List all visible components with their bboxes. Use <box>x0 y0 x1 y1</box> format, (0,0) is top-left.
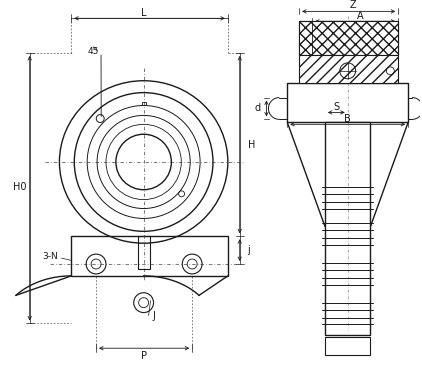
Ellipse shape <box>60 81 228 243</box>
Text: 45: 45 <box>87 46 99 56</box>
Text: P: P <box>141 351 146 361</box>
Bar <box>71 236 228 276</box>
Text: A₁: A₁ <box>343 341 353 351</box>
Text: Z: Z <box>349 0 356 10</box>
Text: B: B <box>344 114 351 124</box>
Bar <box>142 102 146 105</box>
Text: A: A <box>357 12 363 22</box>
Bar <box>294 16 422 360</box>
Bar <box>325 337 371 355</box>
Bar <box>287 83 408 122</box>
Text: H: H <box>248 140 255 150</box>
Text: 3-N: 3-N <box>43 252 58 260</box>
Bar <box>299 21 398 55</box>
Bar <box>138 236 149 269</box>
Bar <box>299 21 398 55</box>
Bar <box>299 21 312 55</box>
Text: J: J <box>152 311 155 321</box>
Text: A₂: A₂ <box>303 21 312 30</box>
Text: H0: H0 <box>13 182 27 192</box>
Text: j: j <box>248 245 250 255</box>
Text: S: S <box>333 102 339 112</box>
Text: L: L <box>141 9 146 19</box>
Text: d: d <box>254 104 260 114</box>
Bar <box>325 122 371 335</box>
Bar <box>299 55 398 83</box>
Bar <box>71 236 228 276</box>
